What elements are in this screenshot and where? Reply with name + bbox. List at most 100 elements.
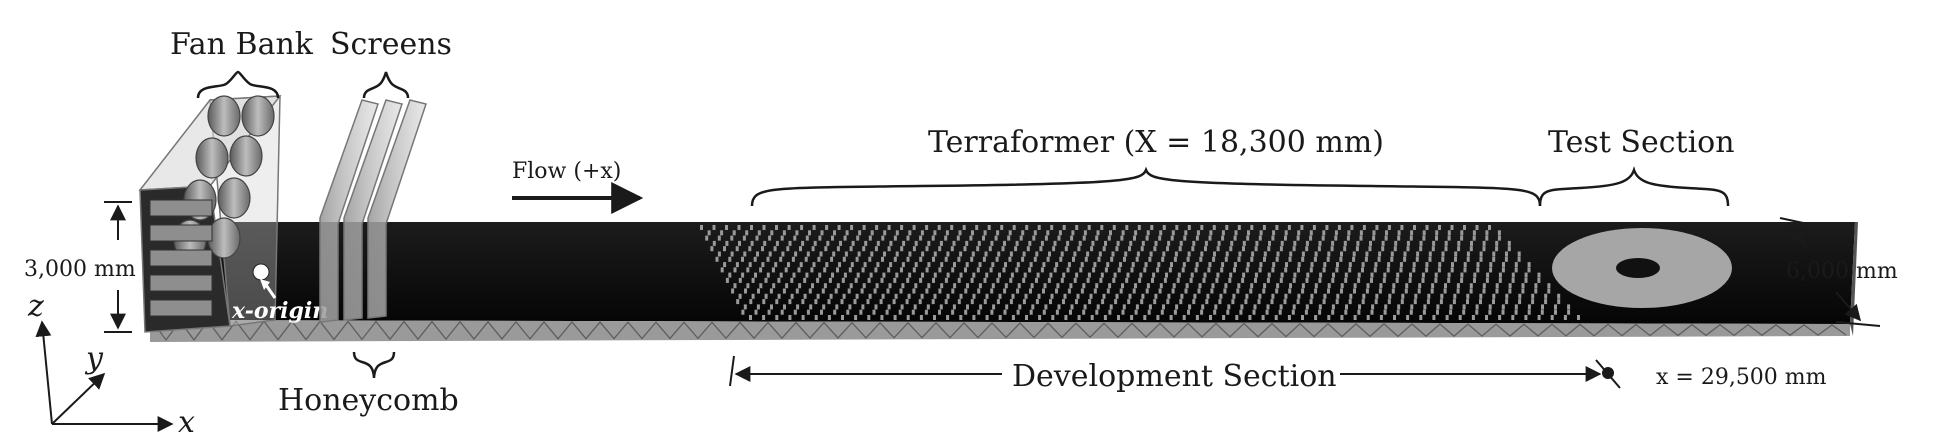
roughness-element (862, 246, 866, 252)
roughness-element (1240, 304, 1244, 310)
roughness-element (851, 240, 855, 246)
roughness-element (1087, 225, 1091, 230)
roughness-element (1288, 288, 1292, 294)
roughness-element (1314, 315, 1318, 320)
roughness-element (1035, 277, 1038, 283)
roughness-element (1204, 246, 1207, 252)
roughness-element (850, 225, 854, 230)
roughness-element (1135, 304, 1139, 310)
roughness-element (1521, 283, 1525, 289)
roughness-element (1181, 267, 1185, 273)
roughness-element (770, 304, 773, 310)
roughness-element (858, 230, 862, 236)
roughness-element (1053, 240, 1057, 246)
roughness-element (1035, 299, 1039, 305)
roughness-element (901, 283, 905, 289)
roughness-element (791, 256, 795, 262)
roughness-element (987, 225, 991, 230)
roughness-element (1199, 256, 1203, 262)
roughness-element (1248, 315, 1252, 320)
roughness-element (750, 225, 753, 230)
roughness-element (1154, 240, 1158, 246)
roughness-element (1062, 225, 1066, 230)
roughness-element (767, 309, 771, 315)
roughness-element (1469, 288, 1473, 294)
roughness-element (1213, 309, 1217, 315)
roughness-element (1182, 262, 1186, 268)
roughness-element (1195, 262, 1199, 268)
z-axis-label: z (27, 289, 44, 324)
roughness-element (996, 230, 1000, 236)
roughness-element (1158, 288, 1162, 294)
roughness-element (1517, 251, 1521, 257)
roughness-element (1479, 251, 1483, 257)
roughness-element (1055, 262, 1059, 268)
roughness-element (1355, 246, 1359, 252)
roughness-element (1073, 251, 1077, 257)
roughness-element (1079, 267, 1083, 273)
roughness-element (1397, 235, 1401, 241)
roughness-element (971, 251, 975, 257)
roughness-element (990, 288, 994, 294)
roughness-element (1028, 267, 1032, 273)
roughness-element (1357, 272, 1361, 278)
roughness-element (1395, 277, 1399, 283)
roughness-element (795, 230, 799, 236)
roughness-element (856, 235, 860, 241)
roughness-element (1077, 315, 1081, 320)
roughness-element (1140, 299, 1144, 305)
roughness-element (1452, 299, 1456, 305)
roughness-element (1323, 293, 1327, 299)
roughness-element (1165, 272, 1168, 278)
roughness-element (900, 246, 904, 252)
roughness-element (1116, 240, 1120, 246)
roughness-element (867, 277, 871, 283)
roughness-element (1365, 251, 1369, 257)
roughness-element (1215, 277, 1219, 283)
turntable-hole (1616, 258, 1660, 278)
roughness-element (775, 225, 778, 230)
roughness-element (759, 267, 763, 273)
fan-unit (241, 95, 275, 137)
roughness-element (1547, 288, 1551, 294)
roughness-element (1143, 315, 1147, 320)
roughness-element (964, 288, 968, 294)
roughness-element (1099, 277, 1103, 283)
roughness-element (1097, 256, 1101, 262)
roughness-element (1064, 315, 1068, 320)
roughness-element (1262, 288, 1266, 294)
roughness-element (1090, 246, 1094, 252)
roughness-element (1344, 309, 1348, 315)
roughness-element (1495, 240, 1499, 246)
roughness-element (822, 304, 826, 310)
roughness-element (1150, 225, 1154, 230)
roughness-element (1379, 283, 1383, 289)
roughness-element (1219, 293, 1223, 299)
roughness-element (957, 299, 961, 305)
roughness-element (746, 283, 750, 289)
roughness-element (1364, 256, 1368, 262)
roughness-element (1025, 315, 1028, 320)
roughness-element (1209, 315, 1212, 320)
roughness-element (1405, 283, 1409, 289)
roughness-element (1075, 299, 1078, 305)
roughness-element (1423, 304, 1427, 310)
roughness-element (1254, 246, 1258, 252)
roughness-element (978, 262, 982, 268)
roughness-element (764, 277, 768, 283)
roughness-element (1184, 288, 1188, 294)
roughness-element (893, 315, 897, 320)
roughness-element (1224, 283, 1228, 289)
roughness-element (1089, 293, 1093, 299)
roughness-element (902, 240, 906, 246)
roughness-element (861, 267, 865, 273)
roughness-element (1022, 251, 1026, 257)
roughness-element (1436, 304, 1440, 310)
roughness-element (762, 225, 766, 230)
roughness-element (1042, 262, 1046, 268)
roughness-element (1239, 309, 1243, 315)
roughness-element (1093, 288, 1097, 294)
roughness-element (743, 304, 747, 310)
roughness-element (1266, 304, 1270, 310)
roughness-element (1098, 251, 1102, 257)
